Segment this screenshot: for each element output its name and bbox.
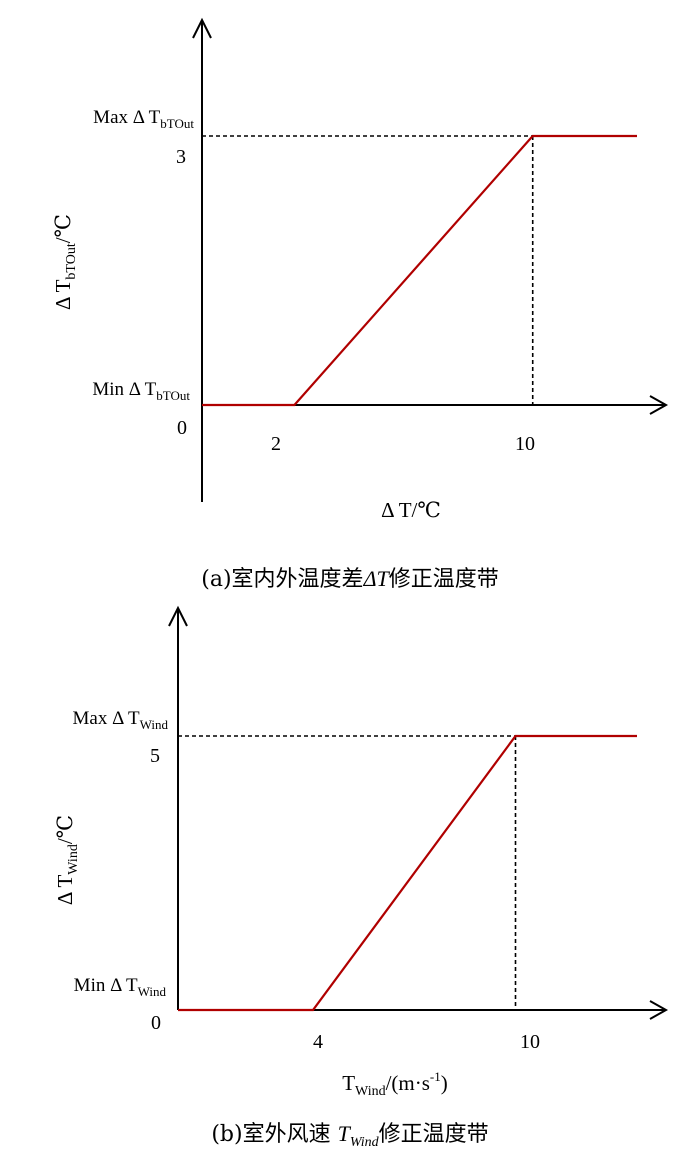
chart-b-ytick-0: 0 bbox=[151, 1012, 161, 1034]
chart-a-max-label: Max Δ TbTOut bbox=[93, 107, 194, 131]
chart-a-xtick-2: 2 bbox=[271, 433, 281, 455]
chart-a-series-line bbox=[202, 134, 637, 407]
chart-a-ytick-0: 0 bbox=[177, 417, 187, 439]
chart-b-max-label: Max Δ TWind bbox=[73, 708, 169, 732]
chart-b-caption: (b)室外风速 TWind修正温度带 bbox=[211, 1121, 488, 1150]
chart-a-xlabel: Δ T/℃ bbox=[381, 498, 441, 522]
chart-a-min-label: Min Δ TbTOut bbox=[92, 379, 190, 403]
chart-b-y-axis-arrow bbox=[168, 605, 188, 627]
chart-b-ytick-5: 5 bbox=[150, 745, 160, 767]
chart-a-ytick-3: 3 bbox=[176, 146, 186, 168]
chart-a-xtick-10: 10 bbox=[515, 433, 535, 455]
chart-b-x-axis-arrow bbox=[649, 1000, 669, 1020]
chart-a-x-axis-arrow bbox=[649, 395, 669, 415]
chart-b-ylabel: Δ TWind/℃ bbox=[53, 815, 81, 905]
chart-a: Max Δ TbTOut Min Δ TbTOut 3 0 2 10 Δ TbT… bbox=[51, 17, 669, 592]
chart-a-ylabel: Δ TbTOut/℃ bbox=[51, 214, 79, 310]
chart-b-xlabel: TWind/(m·s-1) bbox=[342, 1069, 448, 1099]
chart-a-y-axis-arrow bbox=[192, 17, 212, 39]
chart-b-xtick-4: 4 bbox=[313, 1031, 323, 1053]
chart-b: Max Δ TWind Min Δ TWind 5 0 4 10 Δ TWind… bbox=[53, 605, 669, 1150]
chart-a-caption: (a)室内外温度差ΔT修正温度带 bbox=[201, 566, 498, 592]
chart-b-min-label: Min Δ TWind bbox=[74, 975, 167, 999]
chart-b-xtick-10: 10 bbox=[520, 1031, 540, 1053]
chart-b-series-line bbox=[178, 734, 637, 1012]
